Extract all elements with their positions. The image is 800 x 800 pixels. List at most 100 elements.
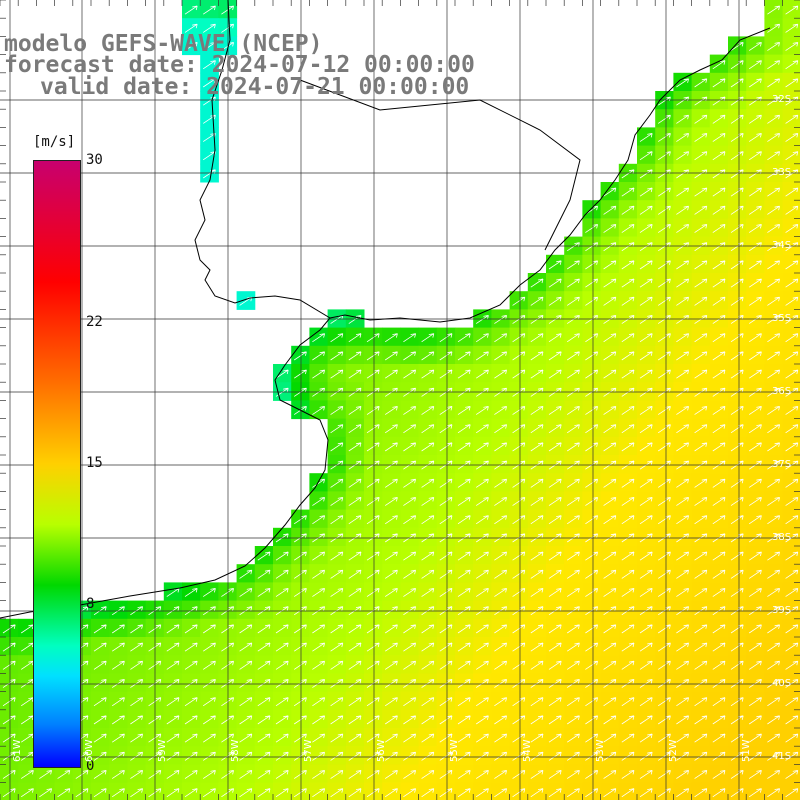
wind-arrow bbox=[676, 642, 689, 652]
wind-arrow bbox=[712, 60, 726, 70]
field-cell bbox=[345, 782, 365, 800]
field-cell bbox=[746, 618, 765, 638]
field-cell bbox=[746, 746, 765, 765]
wind-arrow bbox=[93, 624, 107, 634]
field-cell bbox=[0, 691, 19, 711]
wind-arrow bbox=[767, 23, 780, 33]
field-cell bbox=[564, 364, 583, 383]
field-cell bbox=[582, 618, 602, 638]
wind-arrow bbox=[639, 224, 653, 233]
wind-arrow bbox=[293, 733, 307, 743]
field-cell bbox=[691, 291, 711, 310]
wind-arrow bbox=[20, 788, 34, 798]
field-cell bbox=[200, 145, 219, 165]
field-cell bbox=[109, 764, 128, 784]
field-cell bbox=[618, 218, 638, 238]
wind-arrow bbox=[348, 569, 362, 579]
field-cell bbox=[564, 509, 583, 529]
wind-arrow bbox=[694, 278, 708, 288]
field-cell bbox=[473, 746, 492, 765]
field-cell bbox=[0, 746, 19, 765]
wind-arrow bbox=[312, 333, 325, 343]
field-cell bbox=[200, 36, 219, 56]
field-cell bbox=[673, 746, 693, 765]
field-cell bbox=[764, 473, 784, 492]
wind-arrow bbox=[512, 788, 526, 798]
wind-arrow bbox=[312, 551, 325, 561]
field-cell bbox=[491, 327, 511, 347]
field-cell bbox=[455, 400, 474, 420]
field-cell bbox=[309, 327, 329, 347]
wind-arrow bbox=[293, 569, 307, 579]
field-cell bbox=[673, 709, 693, 729]
field-cell bbox=[582, 600, 602, 620]
wind-arrow bbox=[421, 369, 435, 379]
field-cell bbox=[564, 455, 583, 474]
longitude-label: 55W bbox=[449, 739, 460, 762]
field-cell bbox=[782, 709, 800, 729]
wind-arrow bbox=[2, 751, 16, 761]
wind-arrow bbox=[348, 642, 362, 652]
wind-arrow bbox=[603, 296, 617, 306]
wind-arrow bbox=[130, 715, 143, 725]
wind-arrow bbox=[330, 715, 344, 725]
field-cell bbox=[182, 36, 201, 56]
field-cell bbox=[509, 782, 529, 800]
wind-arrow bbox=[694, 679, 708, 688]
field-cell bbox=[637, 345, 656, 365]
wind-arrow bbox=[475, 351, 489, 361]
wind-arrow bbox=[421, 478, 435, 488]
field-cell bbox=[327, 400, 347, 420]
wind-arrow bbox=[785, 351, 799, 361]
wind-arrow bbox=[330, 497, 344, 506]
wind-arrow bbox=[494, 515, 507, 525]
wind-arrow bbox=[748, 497, 762, 506]
model-title: modelo GEFS-WAVE (NCEP) bbox=[4, 31, 323, 57]
wind-arrow bbox=[439, 697, 453, 707]
field-cell bbox=[637, 655, 656, 674]
field-cell bbox=[345, 764, 365, 784]
field-cell bbox=[582, 400, 602, 420]
field-cell bbox=[291, 709, 310, 729]
field-cell bbox=[309, 345, 329, 365]
wind-arrow bbox=[202, 23, 216, 33]
wind-arrow bbox=[530, 624, 544, 634]
field-cell bbox=[782, 109, 800, 128]
wind-arrow bbox=[257, 715, 271, 725]
field-cell bbox=[564, 473, 583, 492]
field-cell bbox=[564, 764, 583, 784]
field-cell bbox=[509, 436, 529, 456]
wind-arrow bbox=[494, 679, 507, 688]
wind-arrow bbox=[748, 205, 762, 215]
field-cell bbox=[655, 200, 674, 219]
field-cell bbox=[345, 473, 365, 492]
field-cell bbox=[527, 509, 547, 529]
wind-arrow bbox=[384, 333, 398, 343]
wind-arrow bbox=[421, 333, 435, 343]
wind-arrow bbox=[530, 642, 544, 652]
wind-arrow bbox=[111, 751, 125, 761]
field-cell bbox=[254, 637, 274, 656]
field-cell bbox=[418, 709, 438, 729]
field-cell bbox=[473, 455, 492, 474]
wind-arrow bbox=[639, 642, 653, 652]
wind-arrow bbox=[257, 788, 271, 798]
wind-arrow bbox=[785, 42, 799, 51]
field-cell bbox=[382, 637, 401, 656]
wind-arrow bbox=[275, 715, 289, 725]
wind-arrow bbox=[694, 788, 708, 798]
field-cell bbox=[491, 764, 511, 784]
wind-arrow bbox=[785, 296, 799, 306]
wind-arrow bbox=[748, 588, 762, 597]
wind-arrow bbox=[694, 351, 708, 361]
field-cell bbox=[655, 382, 674, 401]
field-cell bbox=[127, 764, 147, 784]
field-cell bbox=[728, 709, 747, 729]
field-cell bbox=[746, 382, 765, 401]
field-cell bbox=[691, 145, 711, 165]
wind-arrow bbox=[694, 442, 708, 452]
field-cell bbox=[382, 546, 401, 565]
field-cell bbox=[637, 273, 656, 292]
field-cell bbox=[582, 436, 602, 456]
field-cell bbox=[364, 364, 383, 383]
